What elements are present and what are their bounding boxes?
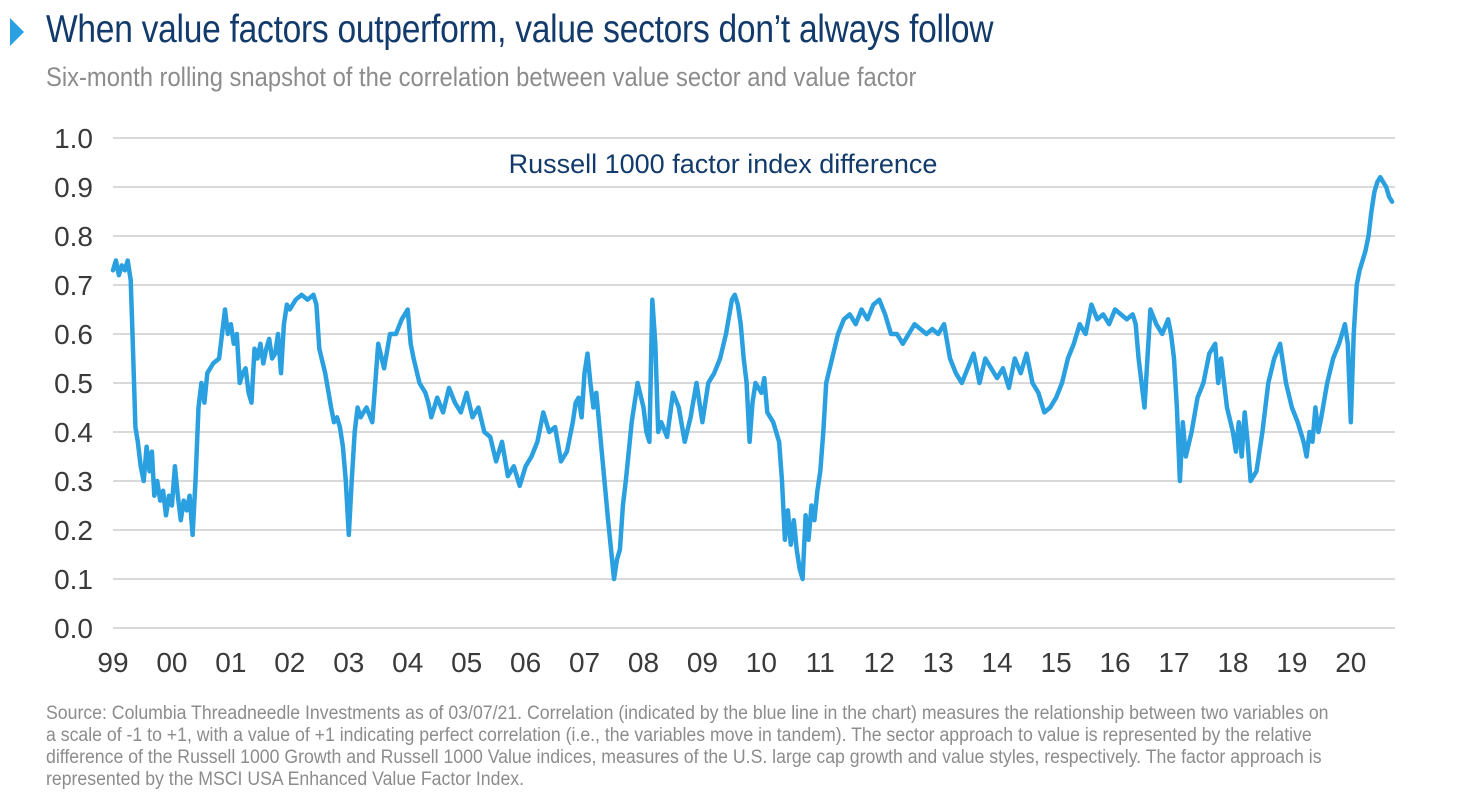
x-tick-label: 07 — [569, 647, 600, 678]
y-tick-label: 0.8 — [54, 221, 93, 252]
x-tick-label: 99 — [97, 647, 128, 678]
x-tick-label: 18 — [1217, 647, 1248, 678]
y-tick-label: 0.1 — [54, 564, 93, 595]
y-tick-label: 0.4 — [54, 417, 93, 448]
x-tick-label: 08 — [628, 647, 659, 678]
title-marker-icon — [10, 18, 24, 46]
chart-title: When value factors outperform, value sec… — [46, 8, 994, 51]
x-tick-label: 20 — [1335, 647, 1366, 678]
x-tick-label: 16 — [1099, 647, 1130, 678]
y-tick-label: 0.2 — [54, 515, 93, 546]
y-tick-label: 0.3 — [54, 466, 93, 497]
x-tick-label: 17 — [1158, 647, 1189, 678]
source-note: Source: Columbia Threadneedle Investment… — [46, 703, 1329, 790]
x-tick-label: 10 — [746, 647, 777, 678]
x-tick-label: 05 — [451, 647, 482, 678]
x-tick-label: 02 — [274, 647, 305, 678]
y-tick-label: 0.6 — [54, 319, 93, 350]
x-tick-label: 03 — [333, 647, 364, 678]
x-tick-label: 15 — [1041, 647, 1072, 678]
y-tick-label: 0.7 — [54, 270, 93, 301]
x-tick-label: 00 — [156, 647, 187, 678]
x-tick-label: 06 — [510, 647, 541, 678]
series-line-0 — [110, 174, 1395, 582]
x-axis-ticks: 99 00 01 02 03 04 05 06 07 08 09 10 11 12 13 14 15 16 17 18… — [97, 647, 1366, 678]
y-tick-label: 0.5 — [54, 368, 93, 399]
x-tick-label: 14 — [982, 647, 1013, 678]
x-tick-label: 04 — [392, 647, 423, 678]
x-tick-label: 09 — [687, 647, 718, 678]
series-label: Russell 1000 factor index difference — [509, 149, 938, 179]
y-tick-label: 0.0 — [54, 613, 93, 644]
x-tick-label: 01 — [215, 647, 246, 678]
y-tick-label: 1.0 — [54, 123, 93, 154]
x-tick-label: 19 — [1276, 647, 1307, 678]
chart-subtitle: Six-month rolling snapshot of the correl… — [46, 62, 917, 92]
y-tick-label: 0.9 — [54, 172, 93, 203]
x-tick-label: 11 — [806, 647, 835, 678]
series-lines — [110, 174, 1395, 582]
x-tick-label: 13 — [923, 647, 954, 678]
line-chart: 0.0 0.1 0.2 0.3 0.4 0.5 0.6 0.7 0.8 0.9 1.0 99 00 01… — [54, 123, 1395, 678]
x-tick-label: 12 — [864, 647, 895, 678]
y-axis-ticks: 0.0 0.1 0.2 0.3 0.4 0.5 0.6 0.7 0.8 0.9 1.0 — [54, 123, 93, 644]
